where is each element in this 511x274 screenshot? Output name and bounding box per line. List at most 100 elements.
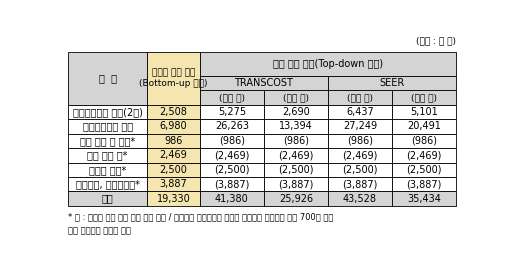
Text: 986: 986 xyxy=(165,136,183,146)
Text: 3,887: 3,887 xyxy=(160,179,188,189)
Text: 모수 추정 비용(Top-down 추정): 모수 추정 비용(Top-down 추정) xyxy=(273,59,383,69)
Bar xyxy=(264,162,328,177)
Bar xyxy=(147,192,200,206)
Text: (2,469): (2,469) xyxy=(342,150,378,160)
Bar xyxy=(392,148,456,162)
Text: 19,330: 19,330 xyxy=(157,194,191,204)
Text: 25,926: 25,926 xyxy=(279,194,313,204)
Bar xyxy=(147,177,200,192)
Text: 공학적 추정 예산
(Bottom-up 추정): 공학적 추정 예산 (Bottom-up 추정) xyxy=(140,69,208,88)
Text: 27,249: 27,249 xyxy=(343,121,377,132)
Bar xyxy=(200,192,264,206)
Text: (986): (986) xyxy=(219,136,245,146)
Text: 6,980: 6,980 xyxy=(160,121,188,132)
Bar xyxy=(147,119,200,134)
Text: 경상경비, 사업추진비*: 경상경비, 사업추진비* xyxy=(76,179,140,189)
Text: (3,887): (3,887) xyxy=(342,179,378,189)
Bar xyxy=(147,162,200,177)
Bar xyxy=(147,134,200,148)
Text: (보정 후): (보정 후) xyxy=(283,93,309,102)
Bar xyxy=(68,105,147,119)
Text: (986): (986) xyxy=(411,136,437,146)
Bar xyxy=(328,192,392,206)
Text: (단위 : 억 원): (단위 : 억 원) xyxy=(416,36,456,45)
Bar xyxy=(392,192,456,206)
Bar xyxy=(328,76,456,90)
Text: (986): (986) xyxy=(347,136,373,146)
Bar xyxy=(328,119,392,134)
Text: 합계: 합계 xyxy=(102,194,113,204)
Bar xyxy=(200,162,264,177)
Bar xyxy=(200,76,328,90)
Bar xyxy=(68,119,147,134)
Bar xyxy=(68,134,147,148)
Text: 차세대발사체 발사(2회): 차세대발사체 발사(2회) xyxy=(73,107,143,117)
Text: (3,887): (3,887) xyxy=(406,179,442,189)
Bar xyxy=(200,105,264,119)
Text: 2,508: 2,508 xyxy=(159,107,188,117)
Bar xyxy=(328,177,392,192)
Text: (2,500): (2,500) xyxy=(342,165,378,175)
Text: (2,469): (2,469) xyxy=(406,150,442,160)
Bar xyxy=(200,177,264,192)
Text: (3,887): (3,887) xyxy=(214,179,249,189)
Bar xyxy=(68,52,147,105)
Bar xyxy=(392,177,456,192)
Bar xyxy=(200,119,264,134)
Bar xyxy=(328,148,392,162)
Text: 2,500: 2,500 xyxy=(159,165,188,175)
Text: (2,469): (2,469) xyxy=(278,150,314,160)
Text: 41,380: 41,380 xyxy=(215,194,249,204)
Bar xyxy=(328,134,392,148)
Bar xyxy=(392,119,456,134)
Text: 43,528: 43,528 xyxy=(343,194,377,204)
Bar xyxy=(328,105,392,119)
Bar xyxy=(392,90,456,105)
Text: 일괄 반영하여 총비용 작성: 일괄 반영하여 총비용 작성 xyxy=(68,226,131,235)
Text: 발사대 구축*: 발사대 구축* xyxy=(89,165,126,175)
Bar xyxy=(68,148,147,162)
Bar xyxy=(68,162,147,177)
Bar xyxy=(392,162,456,177)
Text: 시설 운용 및 관리*: 시설 운용 및 관리* xyxy=(80,136,135,146)
Text: (3,887): (3,887) xyxy=(278,179,314,189)
Text: (986): (986) xyxy=(283,136,309,146)
Bar xyxy=(264,105,328,119)
Text: (보정 전): (보정 전) xyxy=(347,93,373,102)
Text: 26,263: 26,263 xyxy=(215,121,249,132)
Text: 6,437: 6,437 xyxy=(346,107,374,117)
Text: (2,469): (2,469) xyxy=(214,150,249,160)
Text: (2,500): (2,500) xyxy=(214,165,249,175)
Bar xyxy=(328,90,392,105)
Bar xyxy=(200,52,456,76)
Bar xyxy=(200,90,264,105)
Bar xyxy=(68,192,147,206)
Bar xyxy=(200,134,264,148)
Text: 5,101: 5,101 xyxy=(410,107,438,117)
Text: (보정 전): (보정 전) xyxy=(219,93,245,102)
Text: 35,434: 35,434 xyxy=(407,194,441,204)
Text: 시설 개조 동*: 시설 개조 동* xyxy=(87,150,128,160)
Text: (2,500): (2,500) xyxy=(406,165,442,175)
Text: 13,394: 13,394 xyxy=(279,121,313,132)
Bar xyxy=(264,192,328,206)
Text: SEER: SEER xyxy=(379,78,405,88)
Bar xyxy=(264,177,328,192)
Bar xyxy=(264,148,328,162)
Text: 20,491: 20,491 xyxy=(407,121,441,132)
Text: 구  분: 구 분 xyxy=(99,73,117,83)
Bar xyxy=(264,134,328,148)
Text: 5,275: 5,275 xyxy=(218,107,246,117)
Bar xyxy=(200,148,264,162)
Bar xyxy=(147,52,200,105)
Bar xyxy=(147,148,200,162)
Bar xyxy=(328,162,392,177)
Bar xyxy=(68,177,147,192)
Bar xyxy=(264,119,328,134)
Bar xyxy=(264,90,328,105)
Bar xyxy=(392,105,456,119)
Text: 차세대발사체 개발: 차세대발사체 개발 xyxy=(83,121,133,132)
Text: TRANSCOST: TRANSCOST xyxy=(235,78,293,88)
Text: 2,469: 2,469 xyxy=(160,150,188,160)
Bar xyxy=(147,105,200,119)
